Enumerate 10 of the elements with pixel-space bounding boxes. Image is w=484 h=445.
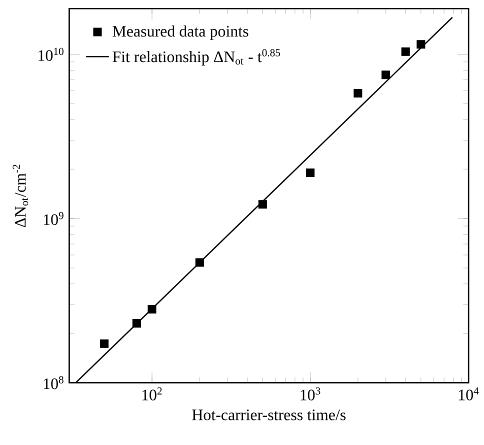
- x-tick-label: 10$^{2}$: [142, 387, 162, 400]
- legend-label: Fit relationship ΔN$_{ot}$ - t$^{0.85}$: [112, 49, 280, 66]
- y-tick-label: 10$^{9}$: [44, 212, 64, 225]
- x-tick-label: 10$^{3}$: [300, 387, 320, 400]
- y-tick-label: 10$^{8}$: [44, 376, 64, 390]
- y-axis-title: ΔN$_{ot}$/cm$^{-2}$: [12, 164, 28, 228]
- x-tick-label: 10$^{4}$: [459, 387, 479, 400]
- y-tick-label: 10$^{10}$: [38, 48, 64, 61]
- x-axis-title: Hot-carrier-stress time/s: [192, 409, 346, 420]
- legend-label: Measured data points: [112, 25, 248, 40]
